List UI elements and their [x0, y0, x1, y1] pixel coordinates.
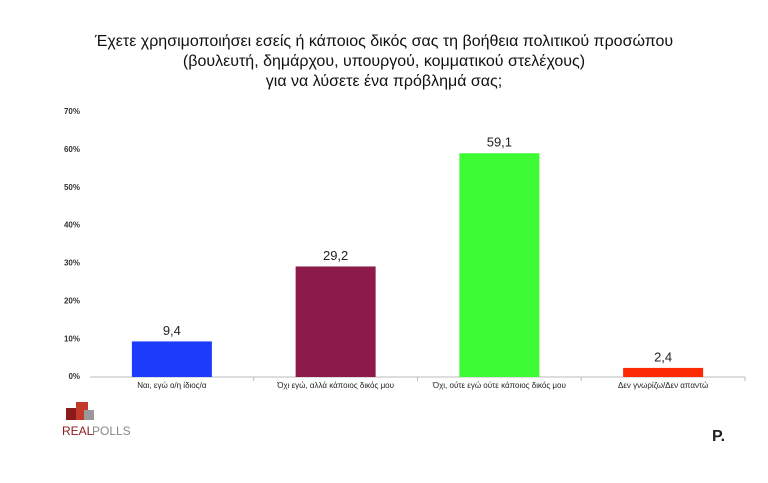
y-tick-label: 0% [68, 372, 80, 381]
y-tick-label: 50% [64, 183, 80, 192]
y-tick-label: 30% [64, 259, 80, 268]
bar [459, 153, 540, 377]
bar [131, 341, 212, 377]
logo-text: POLLS [92, 424, 131, 438]
x-tick-label: Όχι, ούτε εγώ ούτε κάποιος δικός μου [432, 381, 566, 390]
bar [623, 367, 704, 377]
value-label: 9,4 [163, 323, 181, 338]
logo-shape [66, 408, 78, 420]
logo-text: REAL [62, 424, 94, 438]
x-tick-label-box: Δεν γνωρίζω/Δεν απαντώ [618, 381, 709, 390]
x-tick-label-box: Όχι εγώ, αλλά κάποιος δικός μου [277, 381, 395, 390]
logo-shape [84, 410, 94, 420]
chart-title: (βουλευτή, δημάρχου, υπουργού, κομματικο… [183, 53, 585, 70]
chart-title: Έχετε χρησιμοποιήσει εσείς ή κάποιος δικ… [94, 33, 673, 50]
y-tick-label: 60% [64, 145, 80, 154]
x-tick-label: Δεν γνωρίζω/Δεν απαντώ [618, 381, 709, 390]
y-tick-label: 70% [64, 107, 80, 116]
x-tick-label-box: Όχι, ούτε εγώ ούτε κάποιος δικός μου [432, 381, 566, 390]
logo-left: REAL POLLS [62, 402, 131, 438]
y-tick-label: 10% [64, 334, 80, 343]
x-tick-label: Όχι εγώ, αλλά κάποιος δικός μου [277, 381, 395, 390]
logo-right: P. [712, 428, 725, 445]
x-tick-label-box: Ναι, εγώ ο/η ίδιος/α [137, 381, 207, 390]
x-tick-label: Ναι, εγώ ο/η ίδιος/α [137, 381, 207, 390]
chart-title: για να λύσετε ένα πρόβλημά σας; [266, 73, 502, 90]
y-tick-label: 20% [64, 296, 80, 305]
bar [295, 266, 376, 377]
y-tick-label: 40% [64, 221, 80, 230]
value-label: 29,2 [323, 248, 348, 263]
value-label: 2,4 [654, 349, 672, 364]
value-label: 59,1 [487, 135, 512, 150]
